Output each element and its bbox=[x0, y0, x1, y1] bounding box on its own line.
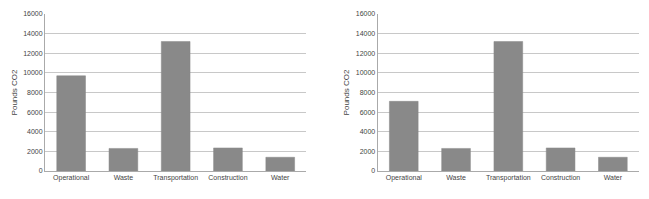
svg-text:10000: 10000 bbox=[356, 69, 376, 76]
svg-text:2000: 2000 bbox=[360, 148, 376, 155]
svg-text:14000: 14000 bbox=[356, 30, 376, 37]
svg-text:2000: 2000 bbox=[27, 148, 43, 155]
svg-text:Operational: Operational bbox=[53, 174, 90, 182]
svg-text:16000: 16000 bbox=[23, 10, 43, 17]
svg-text:6000: 6000 bbox=[27, 109, 43, 116]
svg-text:10000: 10000 bbox=[23, 69, 43, 76]
svg-text:0: 0 bbox=[39, 167, 43, 174]
svg-text:8000: 8000 bbox=[27, 89, 43, 96]
svg-text:Water: Water bbox=[604, 174, 623, 181]
svg-text:16000: 16000 bbox=[356, 10, 376, 17]
svg-text:Water: Water bbox=[271, 174, 290, 181]
svg-text:Construction: Construction bbox=[541, 174, 580, 181]
svg-text:Pounds CO2: Pounds CO2 bbox=[342, 69, 351, 115]
svg-text:Waste: Waste bbox=[446, 174, 466, 181]
svg-text:4000: 4000 bbox=[27, 128, 43, 135]
svg-text:12000: 12000 bbox=[356, 50, 376, 57]
svg-text:Transportation: Transportation bbox=[153, 174, 198, 182]
svg-text:Transportation: Transportation bbox=[486, 174, 531, 182]
svg-text:12000: 12000 bbox=[23, 50, 43, 57]
svg-text:Waste: Waste bbox=[114, 174, 134, 181]
svg-text:8000: 8000 bbox=[360, 89, 376, 96]
svg-text:14000: 14000 bbox=[23, 30, 43, 37]
svg-text:Operational: Operational bbox=[386, 174, 423, 182]
svg-text:4000: 4000 bbox=[360, 128, 376, 135]
svg-text:Construction: Construction bbox=[208, 174, 247, 181]
svg-text:0: 0 bbox=[371, 167, 375, 174]
svg-text:6000: 6000 bbox=[360, 109, 376, 116]
svg-text:Pounds CO2: Pounds CO2 bbox=[10, 69, 19, 115]
